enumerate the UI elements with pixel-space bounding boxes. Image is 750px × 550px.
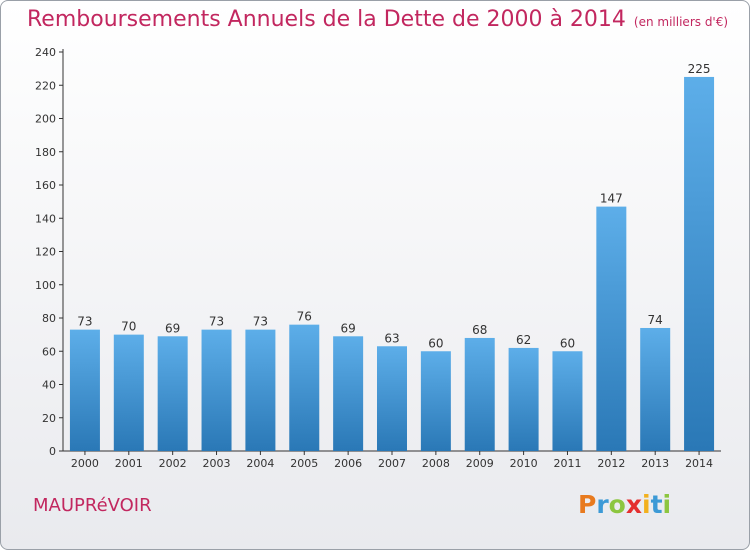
- value-labels: 73 70 69 73 73 76 69 63 60 68 62 60 147 74 225: [77, 62, 710, 350]
- x-tick-label: 2013: [641, 457, 669, 470]
- y-tick-label: 20: [42, 412, 56, 425]
- bar-value-label: 68: [472, 323, 487, 337]
- logo-letter: x: [625, 490, 642, 519]
- bar[interactable]: [596, 206, 627, 451]
- logo-letter: i: [662, 490, 672, 519]
- y-axis: 0 20 40 60 80 100 120 140 160 180 200 220 240: [35, 46, 64, 458]
- x-axis: 2000 2001 2002 2003 2004 2005 2006 2007 2008 2009…: [63, 450, 721, 470]
- x-tick-label: 2005: [290, 457, 318, 470]
- bar-value-label: 73: [77, 315, 92, 329]
- bar[interactable]: [420, 351, 451, 451]
- y-tick-label: 220: [35, 79, 56, 92]
- bar[interactable]: [201, 329, 232, 451]
- y-tick-label: 40: [42, 379, 56, 392]
- y-tick-label: 0: [49, 445, 56, 458]
- bar-value-label: 60: [560, 336, 575, 350]
- bar[interactable]: [377, 346, 407, 451]
- y-tick-label: 180: [35, 146, 56, 159]
- bar[interactable]: [684, 76, 715, 451]
- chart-subtitle: (en milliers d'€): [633, 15, 729, 29]
- bar-value-label: 74: [648, 313, 663, 327]
- bar[interactable]: [157, 336, 188, 451]
- bar[interactable]: [113, 334, 144, 451]
- y-tick-label: 60: [42, 345, 56, 358]
- commune-name: MAUPRéVOIR: [33, 495, 152, 516]
- bar-value-label: 69: [165, 321, 180, 335]
- x-tick-label: 2009: [466, 457, 494, 470]
- bar[interactable]: [69, 329, 100, 451]
- bar-value-label: 76: [297, 310, 312, 324]
- x-tick-label: 2002: [159, 457, 187, 470]
- x-tick-label: 2000: [71, 457, 99, 470]
- proxiti-logo[interactable]: Proxiti: [578, 490, 671, 519]
- y-tick-label: 160: [35, 179, 56, 192]
- y-tick-label: 200: [35, 113, 56, 126]
- bar-value-label: 62: [516, 333, 531, 347]
- logo-letter: t: [650, 490, 663, 519]
- x-tick-label: 2006: [334, 457, 362, 470]
- x-tick-label: 2014: [685, 457, 713, 470]
- y-tick-label: 120: [35, 246, 56, 259]
- x-tick-label: 2007: [378, 457, 406, 470]
- y-tick-label: 140: [35, 212, 56, 225]
- x-tick-label: 2001: [115, 457, 143, 470]
- y-tick-label: 80: [42, 312, 56, 325]
- bar[interactable]: [508, 347, 539, 451]
- bar-value-label: 63: [384, 331, 399, 345]
- chart-title: Remboursements Annuels de la Dette de 20…: [27, 7, 728, 32]
- logo-letter: o: [608, 490, 626, 519]
- bar-value-label: 69: [340, 321, 355, 335]
- bar[interactable]: [333, 336, 364, 451]
- bar[interactable]: [464, 337, 495, 451]
- logo-letter: i: [642, 490, 651, 519]
- x-tick-label: 2010: [510, 457, 538, 470]
- bar[interactable]: [245, 329, 276, 451]
- bar-value-label: 73: [209, 315, 224, 329]
- x-tick-label: 2004: [246, 457, 274, 470]
- bar-value-label: 147: [600, 192, 623, 206]
- bar-value-label: 225: [688, 62, 711, 76]
- x-tick-label: 2011: [553, 457, 581, 470]
- bar[interactable]: [552, 351, 583, 451]
- y-tick-label: 240: [35, 46, 56, 59]
- x-tick-label: 2012: [597, 457, 625, 470]
- bar[interactable]: [289, 324, 320, 451]
- chart-title-text: Remboursements Annuels de la Dette de 20…: [27, 7, 626, 32]
- bar[interactable]: [640, 327, 671, 451]
- logo-letter: P: [578, 490, 597, 519]
- bar-value-label: 60: [428, 336, 443, 350]
- bar-value-label: 73: [253, 315, 268, 329]
- bar-value-label: 70: [121, 320, 136, 334]
- bars: [69, 76, 715, 451]
- x-tick-label: 2008: [422, 457, 450, 470]
- y-tick-label: 100: [35, 279, 56, 292]
- x-tick-label: 2003: [203, 457, 231, 470]
- logo-letter: r: [596, 490, 609, 519]
